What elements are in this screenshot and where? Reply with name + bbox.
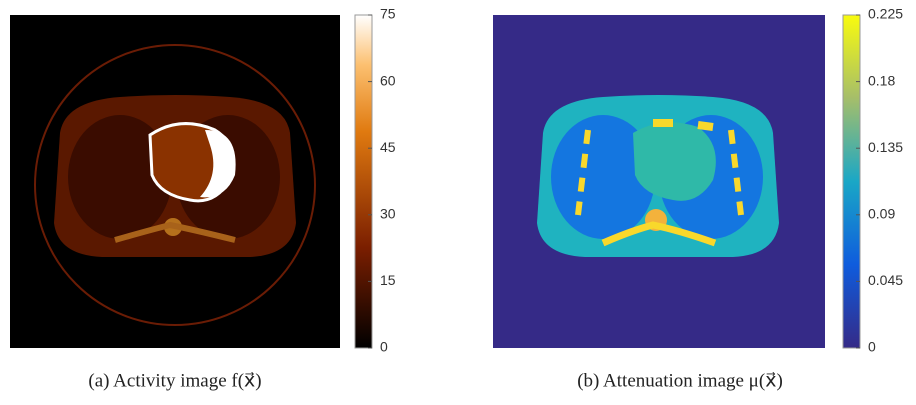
tick-label: 0.225	[868, 6, 903, 22]
figure: (a) Activity image f(x⃗) (b) Attenuation…	[0, 0, 916, 405]
caption: (a) Activity image f(x⃗)	[88, 370, 261, 391]
tick-label: 60	[380, 72, 396, 88]
tick-label: 45	[380, 139, 396, 155]
tick-label: 0	[868, 339, 876, 355]
attenuation-image	[493, 15, 825, 348]
tick-label: 75	[380, 6, 396, 22]
caption: (b) Attenuation image μ(x⃗)	[577, 370, 783, 391]
colorbar	[843, 15, 860, 348]
tick-label: 0.18	[868, 72, 895, 88]
tick-label: 0.09	[868, 206, 895, 222]
tick-label: 30	[380, 206, 396, 222]
tick-label: 0.135	[868, 139, 903, 155]
colorbar	[355, 15, 372, 348]
tick-label: 0	[380, 339, 388, 355]
activity-image	[10, 15, 340, 348]
tick-label: 15	[380, 272, 396, 288]
tick-label: 0.045	[868, 272, 903, 288]
